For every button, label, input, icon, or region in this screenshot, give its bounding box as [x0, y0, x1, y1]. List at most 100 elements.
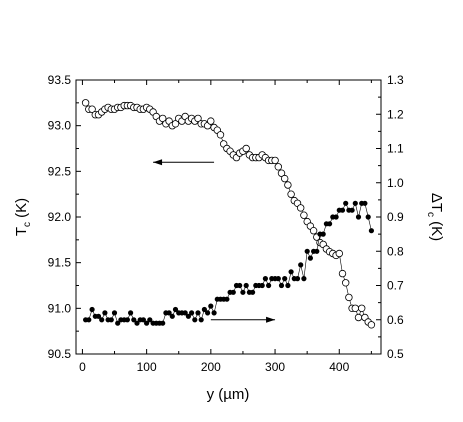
data-point-open	[281, 174, 289, 183]
arrow-right-annotation	[210, 316, 276, 323]
data-point-open	[284, 181, 292, 189]
y-axis-left-title-unit: (K)	[13, 198, 30, 222]
data-point-open	[242, 144, 250, 153]
data-point-open	[274, 163, 282, 171]
data-point-filled	[294, 275, 301, 282]
data-point-filled	[352, 200, 358, 206]
y-left-tick-label: 91.0	[48, 301, 72, 315]
axes: 0 100 200 300 400 90.5 91.0 91.5 92.0 92.5 93.0 93.…	[48, 73, 404, 374]
y-axis-left-title: Tc (K)	[13, 198, 33, 236]
data-point-filled	[339, 207, 346, 213]
data-point-open	[81, 99, 90, 107]
data-point-open	[342, 279, 350, 287]
data-point-filled	[131, 317, 137, 323]
data-point-filled	[95, 313, 102, 319]
data-point-open	[207, 117, 215, 125]
data-point-open	[354, 313, 363, 322]
data-point-open	[300, 211, 308, 219]
data-point-open	[358, 304, 366, 312]
y-left-tick-label: 92.5	[48, 164, 72, 178]
data-point-filled	[208, 303, 214, 309]
data-point-open	[287, 190, 295, 198]
data-point-filled	[169, 313, 175, 319]
y-left-tick-label: 91.5	[48, 256, 72, 270]
data-point-filled	[368, 228, 374, 234]
data-point-open	[345, 293, 353, 302]
y-right-tick-label: 0.5	[387, 347, 404, 361]
x-axis-title: y (µm)	[207, 386, 250, 403]
data-point-filled	[230, 289, 236, 295]
data-point-filled	[349, 207, 355, 213]
data-point-filled	[320, 231, 326, 237]
data-point-filled	[326, 221, 333, 227]
data-point-filled	[128, 310, 134, 316]
y-right-tick-label: 0.8	[387, 244, 404, 258]
data-point-filled	[111, 310, 118, 316]
data-point-filled	[147, 317, 153, 323]
data-point-filled	[134, 320, 140, 326]
data-point-filled	[201, 306, 207, 313]
data-point-filled	[185, 313, 191, 319]
data-point-open	[335, 249, 343, 258]
data-point-open	[297, 204, 305, 212]
data-point-filled	[195, 310, 201, 316]
data-point-filled	[205, 310, 211, 316]
series-line	[85, 202, 372, 324]
data-point-filled	[140, 317, 146, 323]
arrow-left-annotation	[153, 159, 215, 166]
annotation-layer	[153, 159, 276, 323]
data-point-filled	[282, 275, 288, 282]
y-left-tick-label: 93.5	[48, 73, 72, 87]
y-axis-right-title-sub: c	[425, 212, 436, 217]
x-tick-label: 0	[79, 360, 86, 374]
y-axis-left-title-sub: c	[22, 222, 33, 227]
data-point-filled	[265, 282, 272, 289]
x-tick-label: 300	[265, 360, 285, 374]
data-point-filled	[144, 320, 150, 326]
data-point-filled	[115, 320, 121, 326]
data-point-open	[277, 169, 286, 177]
data-point-filled	[250, 289, 256, 295]
y-left-tick-label: 92.0	[48, 210, 72, 224]
y-right-tick-label: 0.9	[387, 210, 404, 224]
data-point-open	[158, 114, 167, 123]
data-point-open	[351, 304, 359, 312]
data-point-filled	[224, 296, 230, 302]
data-point-filled	[166, 310, 172, 316]
data-point-open	[171, 120, 180, 128]
series-tc	[81, 99, 376, 329]
x-tick-label: 100	[137, 360, 157, 374]
data-point-filled	[259, 282, 265, 289]
data-point-filled	[278, 282, 285, 289]
data-point-open	[194, 114, 202, 123]
y-axis-right-title-main: ΔT	[428, 193, 445, 212]
y-axis-right-title-unit: (K)	[428, 217, 445, 241]
data-point-open	[309, 226, 318, 235]
y-right-tick-label: 1.2	[387, 107, 404, 121]
data-point-filled	[89, 306, 95, 313]
data-point-filled	[102, 310, 108, 316]
y-left-tick-label: 90.5	[48, 347, 72, 361]
data-point-filled	[365, 214, 371, 220]
data-point-filled	[108, 317, 114, 323]
y-right-tick-label: 1.1	[387, 142, 404, 156]
data-point-filled	[314, 248, 320, 254]
arrow-head	[153, 159, 163, 166]
data-point-filled	[189, 310, 195, 316]
data-point-filled	[172, 306, 179, 313]
data-point-filled	[211, 310, 217, 316]
data-point-filled	[362, 200, 368, 206]
y-right-tick-label: 1.3	[387, 73, 404, 87]
data-point-filled	[198, 317, 204, 323]
data-point-filled	[285, 282, 291, 289]
data-point-filled	[182, 310, 188, 316]
y-right-tick-label: 0.6	[387, 313, 404, 327]
data-point-filled	[301, 275, 307, 282]
data-point-filled	[298, 262, 304, 268]
data-point-filled	[99, 317, 105, 323]
y-left-tick-label: 93.0	[48, 119, 72, 133]
data-point-filled	[124, 317, 131, 323]
data-point-filled	[304, 248, 310, 254]
data-point-filled	[333, 214, 339, 220]
x-tick-label: 400	[329, 360, 349, 374]
